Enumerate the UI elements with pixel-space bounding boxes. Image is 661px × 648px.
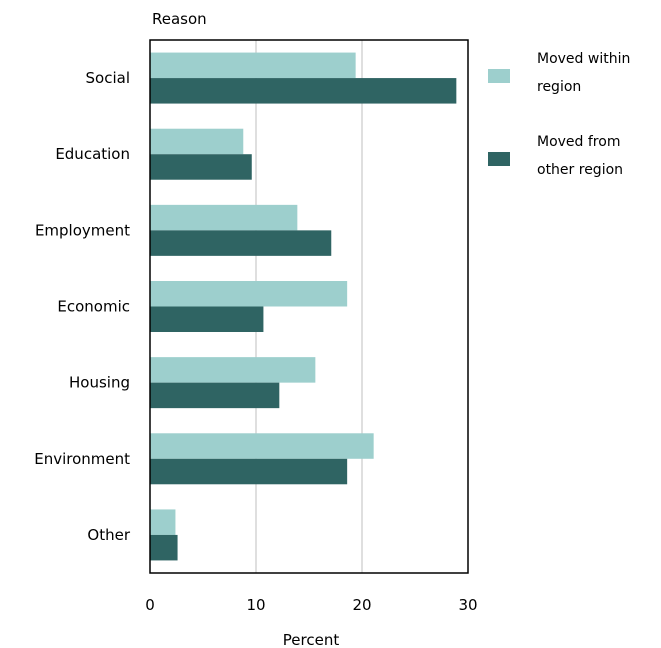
legend-label: other region [537, 162, 623, 178]
bar [150, 52, 356, 79]
bars [150, 52, 457, 561]
x-tick-label: 30 [458, 596, 477, 614]
y-axis-title: Reason [152, 10, 207, 28]
category-label: Economic [57, 298, 130, 316]
bar [150, 306, 264, 332]
category-label: Environment [34, 450, 130, 468]
bar [150, 204, 298, 231]
legend-swatch [488, 152, 510, 166]
bar [150, 154, 252, 180]
legend-swatch [488, 69, 510, 83]
bar [150, 281, 348, 307]
legend-label: Moved from [537, 134, 620, 150]
category-labels: Social Education Employment Economic Housing… [34, 69, 131, 544]
legend-label: region [537, 79, 581, 95]
bar [150, 78, 457, 104]
category-label: Employment [35, 221, 130, 239]
x-tick-label: 10 [246, 596, 265, 614]
bar [150, 128, 244, 155]
x-tick-labels: 0 10 20 30 [145, 596, 477, 614]
x-tick-label: 20 [352, 596, 371, 614]
legend: Moved within region Moved from other region [488, 51, 630, 178]
bar [150, 230, 332, 256]
plot-frame [149, 39, 469, 574]
bar [150, 534, 178, 561]
category-label: Education [55, 145, 130, 163]
category-label: Housing [69, 374, 130, 392]
category-label: Other [87, 526, 130, 544]
x-tick-label: 0 [145, 596, 155, 614]
x-axis-title: Percent [283, 631, 340, 648]
legend-label: Moved within [537, 51, 630, 67]
bar [150, 433, 374, 459]
category-label: Social [86, 69, 130, 87]
bar [150, 357, 316, 383]
bar [150, 458, 348, 485]
bar [150, 509, 176, 535]
bar [150, 382, 280, 409]
